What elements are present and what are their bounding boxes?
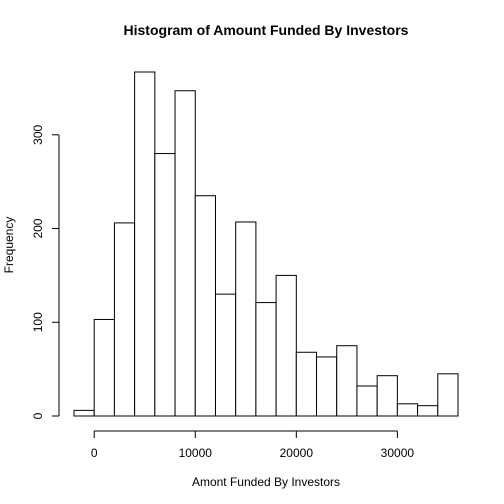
chart-title: Histogram of Amount Funded By Investors: [124, 22, 409, 38]
x-axis: 0 10000 20000 30000: [91, 431, 415, 460]
histogram-bar-18: [438, 374, 458, 416]
y-tick-label-2: 200: [31, 218, 45, 238]
histogram-bar-4: [155, 154, 175, 416]
histogram-bar-12: [317, 357, 337, 416]
histogram-bar-11: [296, 352, 316, 416]
histogram-bar-17: [418, 406, 438, 416]
histogram-bar-0: [74, 410, 94, 416]
histogram-bar-7: [215, 294, 235, 416]
histogram-bar-3: [135, 72, 155, 416]
y-axis-label: Frequency: [2, 217, 16, 274]
histogram-bar-13: [337, 346, 357, 416]
x-axis-label: Amont Funded By Investors: [192, 475, 340, 489]
x-tick-label-1: 10000: [179, 446, 213, 460]
histogram-bar-15: [377, 376, 397, 416]
histogram-bar-16: [397, 404, 417, 416]
histogram-bar-5: [175, 91, 195, 416]
histogram-bar-9: [256, 303, 276, 416]
histogram-bar-10: [276, 275, 296, 416]
histogram-bar-8: [236, 222, 256, 416]
y-tick-label-0: 0: [31, 412, 45, 419]
y-tick-label-3: 300: [31, 124, 45, 144]
x-tick-label-2: 20000: [280, 446, 314, 460]
histogram-bar-6: [195, 196, 215, 416]
x-tick-label-3: 30000: [381, 446, 415, 460]
histogram-bar-2: [114, 223, 134, 416]
histogram-bars: [74, 72, 458, 416]
histogram-bar-14: [357, 386, 377, 416]
x-tick-label-0: 0: [91, 446, 98, 460]
y-axis: 0 100 200 300: [31, 124, 59, 419]
histogram-bar-1: [94, 319, 114, 416]
y-tick-label-1: 100: [31, 312, 45, 332]
